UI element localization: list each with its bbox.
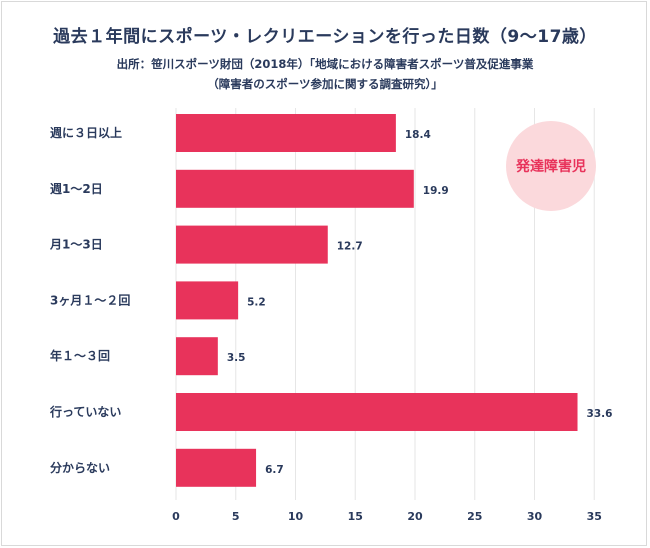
bar-1 xyxy=(176,114,396,152)
badge-circle xyxy=(506,121,596,211)
bar-5 xyxy=(176,337,218,376)
x-tick-label-15: 15 xyxy=(348,510,363,523)
category-label-1: 週に３日以上 xyxy=(50,125,122,140)
value-labels: 18.4 19.9 12.7 5.2 3.5 33.6 6.7 xyxy=(227,129,613,476)
value-label-3: 12.7 xyxy=(337,241,363,253)
value-label-4: 5.2 xyxy=(247,296,266,308)
value-label-1: 18.4 xyxy=(405,129,431,141)
x-tick-label-0: 0 xyxy=(172,510,180,523)
category-label-2: 週1～2日 xyxy=(50,181,103,196)
x-tick-label-30: 30 xyxy=(527,510,543,523)
chart-title: 過去１年間にスポーツ・レクリエーションを行った日数（9～17歳） xyxy=(53,27,597,47)
bar-7 xyxy=(176,448,257,487)
chart-source-line-2: （障害者のスポーツ参加に関する調査研究）」 xyxy=(207,77,443,91)
x-axis-tick-labels: 0 5 10 15 20 25 30 35 xyxy=(172,510,602,523)
bar-3 xyxy=(176,225,328,264)
category-label-3: 月1～3日 xyxy=(49,238,103,252)
badge: 発達障害児 xyxy=(506,121,596,211)
x-tick-label-20: 20 xyxy=(407,510,423,523)
chart-source-line-1: 出所：笹川スポーツ財団（2018年）「地域における障害者スポーツ普及促進事業 xyxy=(116,57,534,71)
x-tick-label-10: 10 xyxy=(288,510,304,523)
value-label-2: 19.9 xyxy=(423,185,449,197)
value-label-5: 3.5 xyxy=(227,352,246,364)
bar-4 xyxy=(176,281,239,320)
bar-2 xyxy=(176,169,414,208)
badge-label: 発達障害児 xyxy=(515,158,586,175)
category-label-7: 分からない xyxy=(50,460,110,475)
value-label-7: 6.7 xyxy=(265,464,284,476)
category-label-5: 年１～３回 xyxy=(50,348,110,363)
category-label-6: 行っていない xyxy=(49,404,121,419)
value-label-6: 33.6 xyxy=(587,408,613,420)
x-tick-label-5: 5 xyxy=(232,510,240,523)
category-label-4: 3ヶ月１～２回 xyxy=(50,293,130,307)
bars xyxy=(176,114,578,487)
x-tick-label-35: 35 xyxy=(587,510,602,523)
bar-6 xyxy=(176,393,578,431)
x-tick-label-25: 25 xyxy=(467,510,482,523)
